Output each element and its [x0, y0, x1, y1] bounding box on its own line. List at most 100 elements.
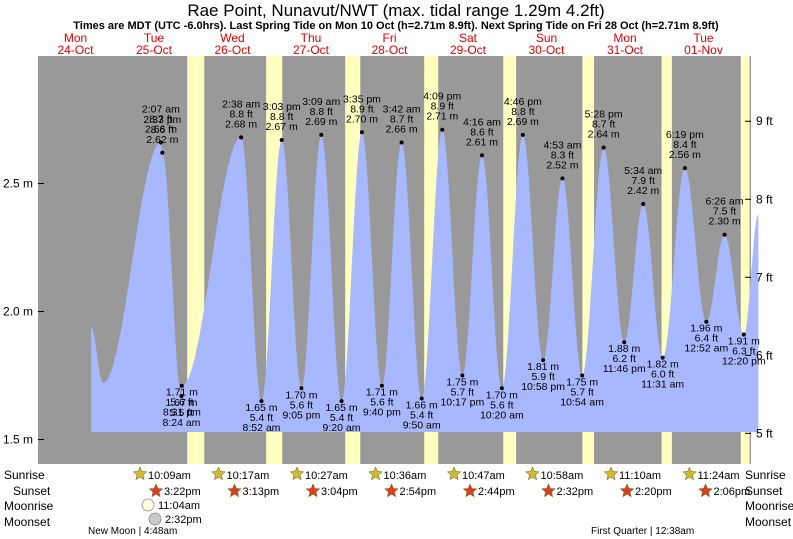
tide-height-ft: 5.6 ft	[290, 399, 313, 411]
tide-height-m: 1.81 m	[527, 361, 559, 373]
low-tide-point	[460, 373, 465, 378]
tide-height-ft: 8.8 ft	[229, 108, 252, 120]
sunset-icon	[384, 483, 399, 498]
tide-curve-area	[91, 129, 759, 432]
high-tide-point	[158, 140, 163, 145]
sunrise-time: 10:17am	[227, 470, 270, 482]
sunrise-time: 10:36am	[384, 470, 427, 482]
y-tick-label-left: 2.0 m	[3, 305, 33, 319]
tide-time: 9:50 am	[403, 420, 441, 432]
tide-height-m: 2.64 m	[588, 129, 620, 141]
tide-time: 4:09 pm	[423, 91, 461, 103]
tide-height-m: 1.66 m	[406, 400, 438, 412]
tide-height-ft: 8.7 ft	[390, 114, 413, 126]
tide-time: 3:42 am	[383, 104, 421, 116]
day-labels: Mon24-OctTue25-OctWed26-OctThu27-OctFri2…	[57, 31, 722, 57]
tide-time: 12:20 pm	[722, 356, 766, 368]
row-label-sunrise-left: Sunrise	[4, 468, 45, 482]
sunrise-icon	[132, 466, 148, 481]
date-label: 24-Oct	[57, 43, 94, 57]
sunset-icon	[619, 483, 635, 498]
date-label: 31-Oct	[607, 43, 644, 57]
new-moon-label: New Moon | 4:48am	[88, 526, 177, 537]
sunset-icon	[305, 483, 321, 498]
low-tide-point	[259, 399, 264, 404]
tide-height-ft: 5.9 ft	[531, 371, 554, 383]
row-label-sunset-right: Sunset	[745, 484, 783, 498]
tide-time: 3:03 pm	[263, 101, 301, 113]
tide-height-m: 2.61 m	[466, 136, 498, 148]
row-label-sunset-left: Sunset	[13, 484, 51, 498]
first-quarter-label: First Quarter | 12:38am	[591, 526, 694, 537]
low-tide-point	[419, 396, 424, 401]
row-label-moonrise-right: Moonrise	[745, 499, 793, 513]
tide-height-ft: 8.7 ft	[149, 114, 172, 126]
day-of-week-label: Sun	[536, 31, 557, 45]
sunset-time: 2:54pm	[400, 486, 437, 498]
day-of-week-label: Mon	[613, 31, 636, 45]
low-tide-point	[499, 386, 504, 391]
daylight-band	[582, 56, 595, 464]
tide-height-ft: 5.4 ft	[330, 412, 353, 424]
tide-time: 6:19 pm	[666, 129, 704, 141]
tide-points: 2:07 am8.7 ft2.66 m1.67 m5.5 ft8:24 am2:…	[142, 91, 766, 434]
row-label-moonrise-left: Moonrise	[4, 499, 54, 513]
sunrise-icon	[682, 466, 697, 481]
sunrise-icon	[368, 466, 383, 481]
day-of-week-label: Thu	[301, 31, 322, 45]
tide-height-ft: 8.4 ft	[673, 139, 696, 151]
low-tide-point	[580, 373, 585, 378]
tide-time: 9:20 am	[323, 422, 361, 434]
sunset-time: 2:32pm	[557, 486, 594, 498]
axes: 2.5 m 2.0 m 1.5 m 9 ft 8 ft 7 ft 6 ft 5 ft	[3, 114, 773, 446]
tide-height-m: 2.66 m	[145, 124, 177, 136]
low-tide-point	[660, 355, 665, 360]
low-tide-point	[379, 383, 384, 388]
high-tide-point	[601, 145, 606, 150]
tide-time: 12:52 am	[684, 343, 728, 355]
tide-height-ft: 8.6 ft	[151, 124, 174, 136]
tide-time: 10:54 am	[560, 397, 604, 409]
high-tide-point	[440, 127, 445, 132]
tide-height-ft: 5.6 ft	[490, 399, 513, 411]
tide-height-ft: 5.5 ft	[170, 407, 193, 419]
tide-height-ft: 8.9 ft	[350, 103, 373, 115]
tide-height-ft: 6.0 ft	[651, 369, 674, 381]
tide-time: 4:53 am	[543, 139, 581, 151]
tide-height-m: 2.62 m	[146, 134, 178, 146]
tide-height-m: 1.88 m	[608, 343, 640, 355]
row-label-moonset-right: Moonset	[745, 515, 792, 529]
tide-time: 9:05 pm	[282, 409, 320, 421]
day-of-week-label: Fri	[383, 31, 397, 45]
tide-height-m: 2.69 m	[305, 116, 337, 128]
chart-title: Rae Point, Nunavut/NWT (max. tidal range…	[187, 1, 604, 20]
tide-height-m: 2.66 m	[386, 124, 418, 136]
tide-time: 4:46 pm	[504, 96, 542, 108]
sunset-time: 3:22pm	[164, 486, 201, 498]
tide-time: 2:07 am	[142, 104, 180, 116]
sunset-icon	[462, 483, 478, 498]
high-tide-point	[160, 150, 165, 155]
tide-height-ft: 8.8 ft	[270, 111, 293, 123]
high-tide-point	[641, 201, 646, 206]
sunrise-icon	[603, 466, 619, 481]
low-tide-point	[339, 399, 344, 404]
sunrise-time: 11:10am	[619, 470, 661, 482]
high-tide-point	[682, 166, 687, 171]
sunrise-time: 10:27am	[305, 470, 348, 482]
sunrise-icon	[446, 466, 462, 481]
tide-height-m: 1.67 m	[165, 397, 197, 409]
tide-height-m: 1.70 m	[285, 389, 317, 401]
tide-time: 2:38 am	[222, 98, 260, 110]
tide-time: 4:16 am	[463, 116, 501, 128]
tide-height-m: 2.68 m	[225, 118, 257, 130]
tide-height-ft: 8.8 ft	[511, 106, 534, 118]
tide-time: 10:58 pm	[521, 381, 565, 393]
tide-height-ft: 8.7 ft	[592, 119, 615, 131]
tide-height-m: 1.75 m	[446, 377, 478, 389]
y-tick-label-right: 7 ft	[756, 270, 773, 284]
date-label: 01-Nov	[684, 43, 723, 57]
tide-height-ft: 8.3 ft	[551, 149, 574, 161]
tide-height-ft: 5.7 ft	[451, 387, 474, 399]
daylight-band	[740, 56, 750, 464]
